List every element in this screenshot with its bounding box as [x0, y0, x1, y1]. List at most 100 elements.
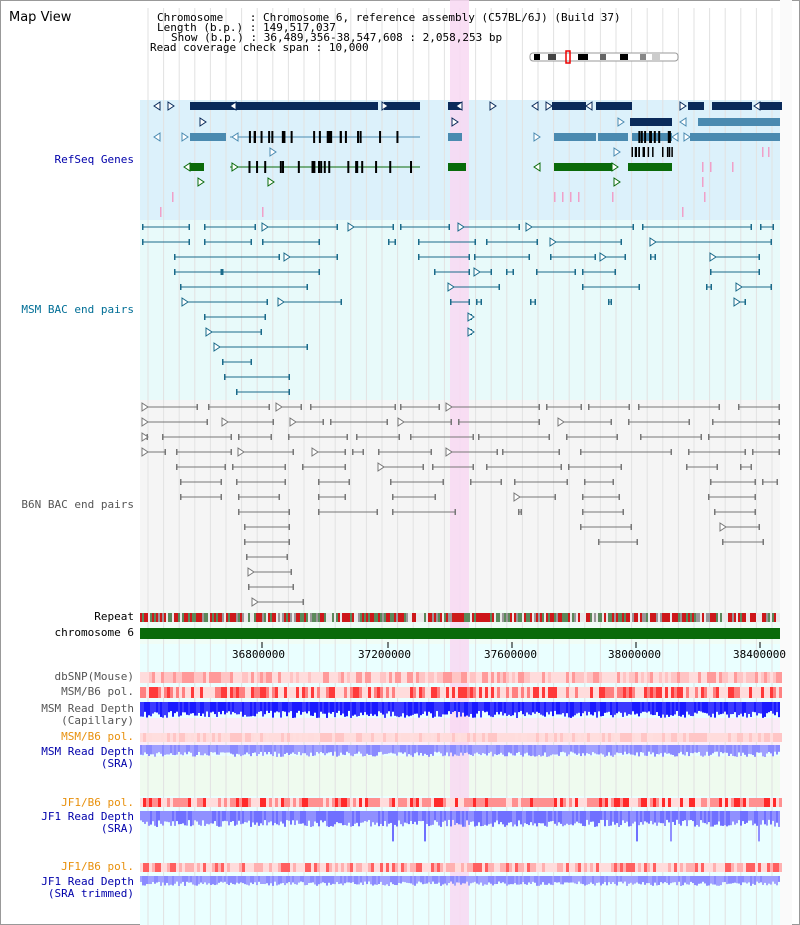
- track-label-repeat[interactable]: Repeat: [94, 610, 134, 623]
- polymorphism-cell: [392, 733, 395, 742]
- track-label-dbsnp[interactable]: dbSNP(Mouse): [54, 670, 134, 683]
- track-label-msm-read-sra-2: (SRA): [100, 757, 134, 770]
- read-depth-bar: [154, 876, 156, 884]
- bac-end: [394, 404, 396, 410]
- read-depth-bar: [296, 702, 298, 713]
- read-depth-bar: [460, 702, 462, 717]
- read-depth-bar: [520, 811, 522, 825]
- gene-block: [688, 102, 704, 110]
- polymorphism-cell: [320, 672, 323, 683]
- read-depth-bar: [746, 702, 748, 718]
- track-label-b6n-bac[interactable]: B6N BAC end pairs: [21, 498, 134, 511]
- polymorphism-cell: [287, 798, 290, 807]
- repeat-element: [776, 613, 778, 622]
- polymorphism-cell: [560, 733, 563, 742]
- read-depth-bar: [632, 811, 634, 824]
- read-depth-bar: [206, 745, 208, 756]
- read-depth-bar: [312, 702, 314, 716]
- polymorphism-cell: [614, 733, 617, 742]
- bac-end: [356, 434, 358, 440]
- track-label-msm-read-cap-1[interactable]: MSM Read Depth: [41, 702, 134, 715]
- polymorphism-cell: [419, 687, 422, 698]
- polymorphism-cell: [560, 863, 563, 872]
- read-depth-bar: [652, 702, 654, 716]
- read-depth-bar: [226, 702, 228, 713]
- track-label-msm-bac[interactable]: MSM BAC end pairs: [21, 303, 134, 316]
- read-depth-bar: [522, 876, 524, 883]
- polymorphism-cell: [695, 863, 698, 872]
- read-depth-bar: [404, 811, 406, 823]
- polymorphism-cell: [356, 863, 359, 872]
- read-depth-bar: [448, 745, 450, 757]
- repeat-element: [398, 613, 400, 622]
- gene-arrow: [141, 447, 149, 457]
- polymorphism-cell: [482, 798, 485, 807]
- read-depth-bar: [230, 702, 232, 715]
- polymorphism-cell: [524, 687, 527, 698]
- read-depth-bar: [402, 745, 404, 754]
- read-depth-bar: [384, 876, 386, 886]
- polymorphism-cell: [353, 863, 356, 872]
- track-label-msm-b6-pol-2[interactable]: MSM/B6 pol.: [61, 730, 134, 743]
- polymorphism-cell: [773, 687, 776, 698]
- polymorphism-cell: [461, 863, 464, 872]
- polymorphism-cell: [638, 733, 641, 742]
- read-depth-bar: [264, 876, 266, 885]
- repeat-element: [148, 613, 150, 622]
- repeat-element: [334, 613, 336, 622]
- read-depth-bar: [764, 745, 766, 757]
- read-depth-bar: [454, 745, 456, 755]
- polymorphism-cell: [239, 672, 242, 683]
- read-depth-bar: [370, 702, 372, 714]
- track-label-chromosome[interactable]: chromosome 6: [54, 626, 134, 639]
- bac-end: [224, 464, 226, 470]
- read-depth-bar: [330, 745, 332, 753]
- read-coverage-value: 10,000: [328, 41, 369, 54]
- read-depth-bar: [368, 702, 370, 717]
- read-depth-bar: [172, 811, 174, 822]
- read-depth-bar: [168, 702, 170, 713]
- track-label-msm-b6-pol[interactable]: MSM/B6 pol.: [61, 685, 134, 698]
- track-label-msm-read-sra-1[interactable]: MSM Read Depth: [41, 745, 134, 758]
- read-depth-bar: [494, 876, 496, 885]
- read-depth-bar: [738, 702, 740, 716]
- polymorphism-cell: [425, 863, 428, 872]
- read-depth-bar: [758, 811, 760, 842]
- track-label-jf1-read-sra-1[interactable]: JF1 Read Depth: [41, 810, 134, 823]
- track-label-refseq[interactable]: RefSeq Genes: [54, 153, 134, 166]
- polymorphism-cell: [623, 672, 626, 683]
- gene-block: [554, 133, 596, 141]
- polymorphism-cell: [695, 798, 698, 807]
- bac-end: [458, 419, 460, 425]
- polymorphism-cell: [182, 733, 185, 742]
- polymorphism-cell: [443, 672, 446, 683]
- read-depth-bar: [640, 745, 642, 753]
- polymorphism-cell: [464, 672, 467, 683]
- read-depth-bar: [426, 876, 428, 884]
- repeat-element: [694, 613, 696, 622]
- track-label-jf1-b6-pol-2[interactable]: JF1/B6 pol.: [61, 860, 134, 873]
- read-depth-bar: [720, 702, 722, 715]
- read-depth-bar: [242, 811, 244, 824]
- read-depth-bar: [482, 811, 484, 826]
- repeat-element: [406, 613, 408, 622]
- polymorphism-cell: [620, 687, 623, 698]
- track-label-jf1-b6-pol[interactable]: JF1/B6 pol.: [61, 796, 134, 809]
- read-depth-bar: [328, 876, 330, 883]
- track-label-jf1-read-trim-1[interactable]: JF1 Read Depth: [41, 875, 134, 888]
- read-depth-bar: [432, 811, 434, 825]
- read-depth-bar: [276, 876, 278, 886]
- read-depth-bar: [648, 876, 650, 884]
- read-depth-bar: [612, 811, 614, 822]
- read-depth-bar: [464, 876, 466, 884]
- read-depth-bar: [648, 811, 650, 824]
- read-depth-bar: [434, 876, 436, 884]
- repeat-element: [162, 613, 164, 622]
- polymorphism-cell: [542, 863, 545, 872]
- read-depth-bar: [238, 876, 240, 884]
- bac-end: [566, 434, 568, 440]
- repeat-element: [548, 613, 550, 622]
- polymorphism-cell: [692, 798, 695, 807]
- polymorphism-cell: [236, 798, 239, 807]
